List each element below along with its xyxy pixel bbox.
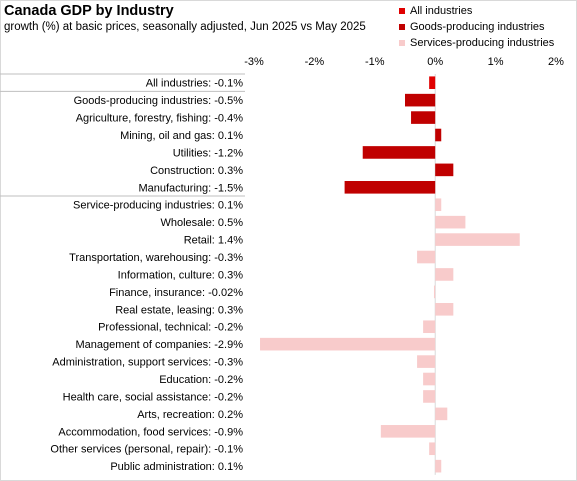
bar [429,442,436,456]
legend-label-goods: Goods-producing industries [410,21,545,33]
bar [435,233,520,246]
legend: All industries Goods-producing industrie… [399,3,554,51]
bar [344,180,436,194]
legend-label-services: Services-producing industries [410,37,555,49]
bar [435,407,448,421]
legend-swatch-goods [399,24,405,30]
category-label: Information, culture: 0.3% [118,269,244,281]
bar [362,146,436,159]
category-label: Utilities: -1.2% [173,147,244,159]
x-tick-label: -1% [365,56,385,68]
x-tick-label: 0% [427,56,443,68]
category-label: Arts, recreation: 0.2% [137,409,243,421]
legend-item-goods: Goods-producing industries [399,19,554,35]
category-label: Health care, social assistance: -0.2% [63,391,244,403]
legend-swatch-all-industries [399,8,405,14]
category-label: Finance, insurance: -0.02% [109,287,243,299]
category-label: Management of companies: -2.9% [75,339,243,351]
category-label: Service-producing industries: 0.1% [73,200,243,212]
category-label: Wholesale: 0.5% [160,217,243,229]
category-label: Goods-producing industries: -0.5% [74,95,244,107]
legend-item-services: Services-producing industries [399,35,554,51]
category-label: Other services (personal, repair): -0.1% [50,444,243,456]
bar [435,163,454,177]
bar [411,111,436,124]
category-label: Agriculture, forestry, fishing: -0.4% [76,113,244,125]
bar [417,250,436,264]
bar [429,76,436,90]
bar [423,320,436,334]
x-tick-label: -3% [244,56,264,68]
legend-item-all-industries: All industries [399,3,554,19]
bar [435,198,442,212]
bar [417,355,436,368]
bar [423,372,436,386]
category-label: All industries: -0.1% [146,78,243,90]
bar [435,215,466,229]
category-label: Transportation, warehousing: -0.3% [69,252,243,264]
legend-swatch-services [399,40,405,46]
bar [380,425,436,438]
bar [435,128,442,142]
bar [435,459,442,473]
bar [260,337,436,351]
category-label: Accommodation, food services: -0.9% [58,426,243,438]
category-label: Retail: 1.4% [184,235,244,247]
bar [405,93,436,107]
bar [435,268,454,281]
category-label: Education: -0.2% [159,374,243,386]
chart-subtitle: growth (%) at basic prices, seasonally a… [4,21,366,33]
bar [423,390,436,403]
legend-label-all-industries: All industries [410,5,473,17]
x-tick-label: 2% [548,56,564,68]
category-label: Manufacturing: -1.5% [138,182,243,194]
chart-title: Canada GDP by Industry [4,3,174,19]
bar [435,303,454,316]
bar [433,285,436,299]
category-label: Professional, technical: -0.2% [98,322,243,334]
category-label: Administration, support services: -0.3% [52,357,243,369]
category-label: Mining, oil and gas: 0.1% [120,130,243,142]
x-tick-label: 1% [488,56,504,68]
category-label: Public administration: 0.1% [110,461,243,473]
x-tick-label: -2% [305,56,325,68]
category-label: Construction: 0.3% [150,165,243,177]
category-label: Real estate, leasing: 0.3% [115,304,243,316]
